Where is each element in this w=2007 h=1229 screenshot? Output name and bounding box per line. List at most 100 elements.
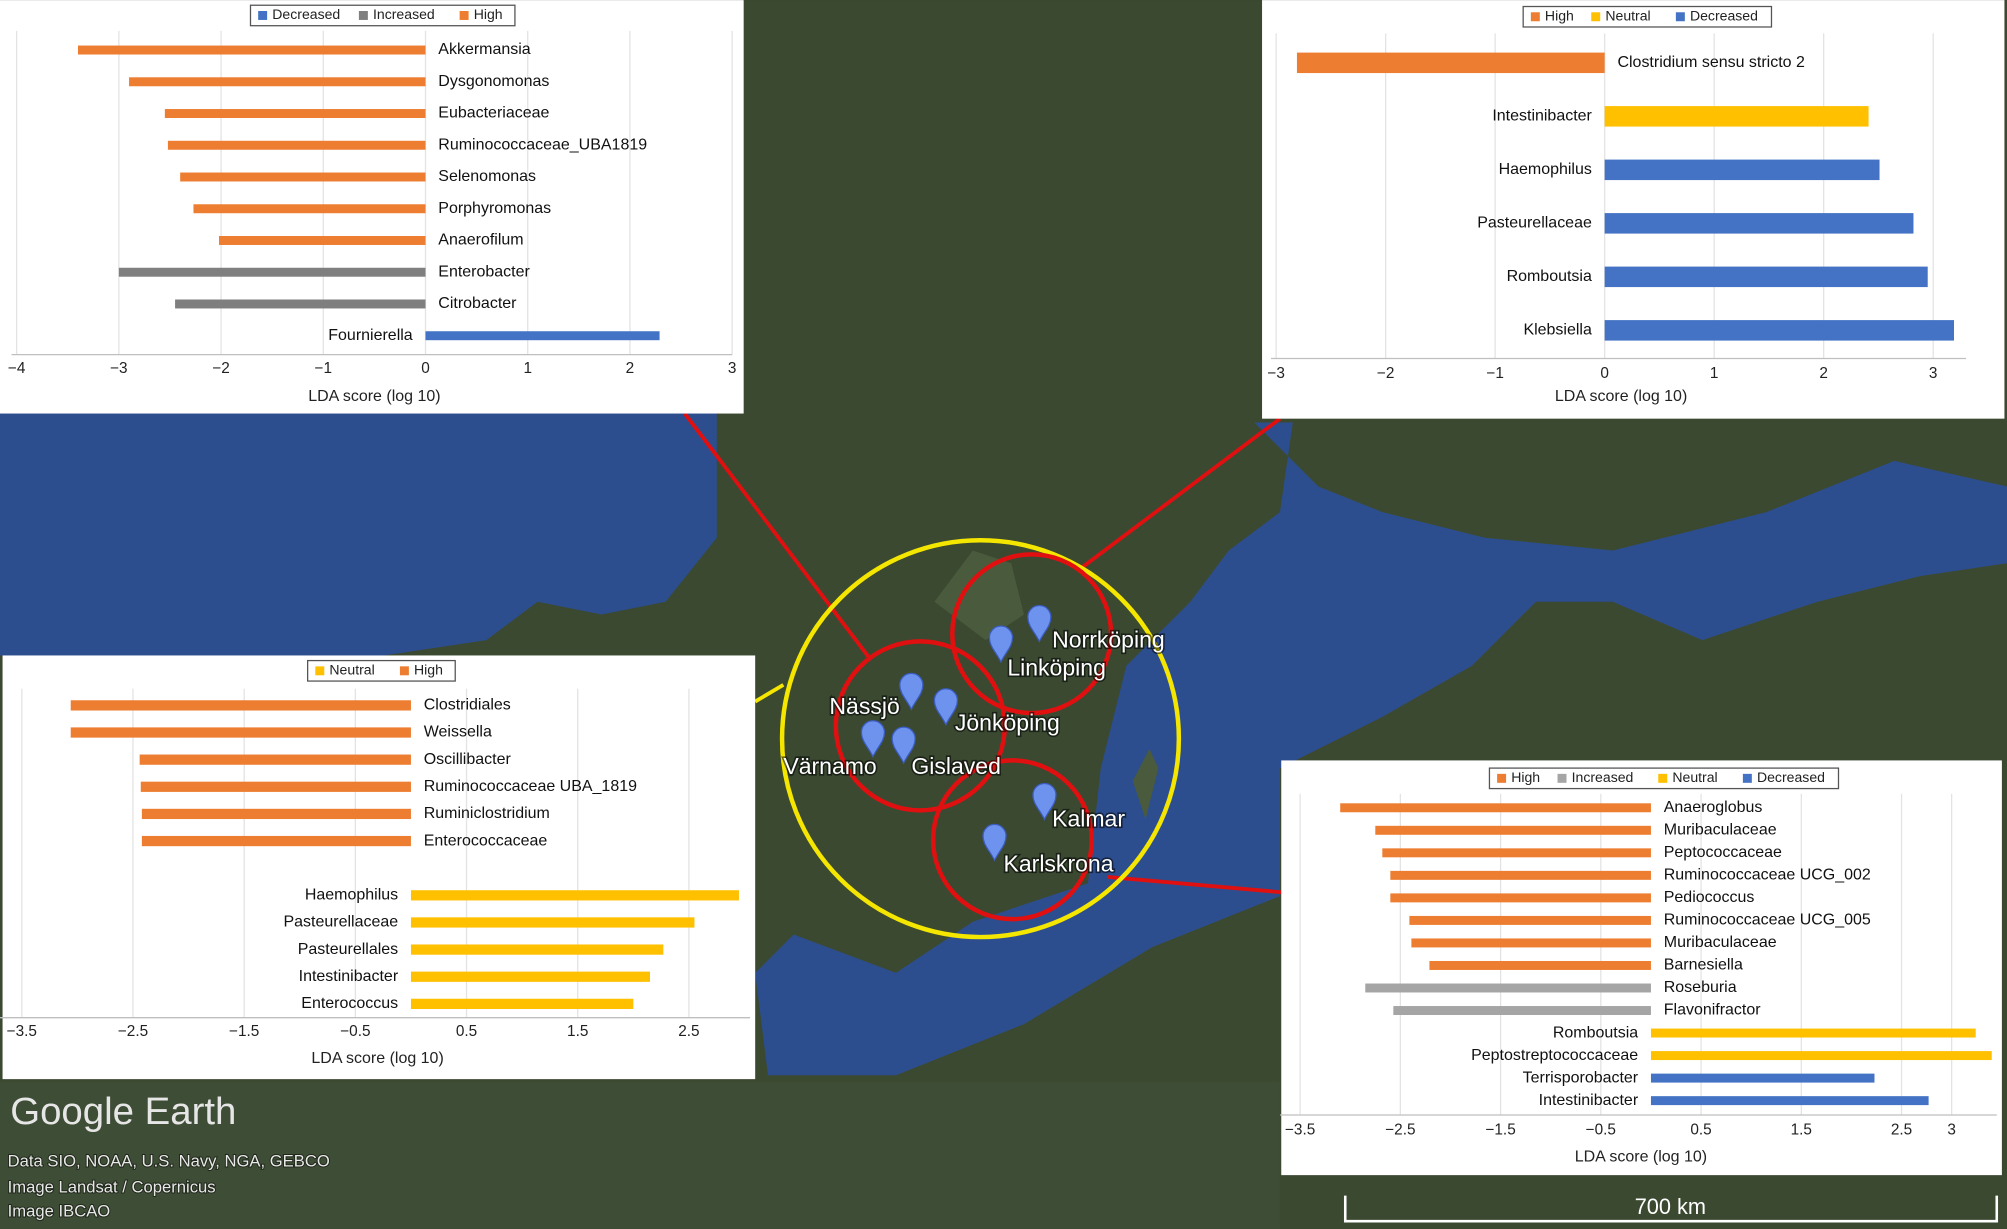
- legend-swatch: [399, 666, 409, 676]
- bar: [1604, 266, 1928, 288]
- city-label: Norrköping: [1052, 626, 1165, 652]
- legend-swatch: [1591, 12, 1601, 22]
- island: [1132, 748, 1159, 820]
- x-axis-title: LDA score (log 10): [1575, 1148, 1707, 1165]
- chart: −3 −2 −1 0 1 2 3 LDA score (log 10) Clostridium …: [1262, 0, 2005, 419]
- legend-label: High: [1511, 769, 1540, 785]
- legend-swatch: [1675, 12, 1685, 22]
- category-label: Enterococcaceae: [424, 832, 548, 849]
- x-tick-label: 2.5: [1891, 1121, 1912, 1138]
- legend-box: [249, 4, 516, 27]
- bar: [1604, 106, 1869, 127]
- legend-swatch: [258, 10, 268, 20]
- logo: Google Earth: [10, 1090, 236, 1133]
- bar: [118, 267, 426, 277]
- pin: [860, 720, 886, 759]
- category-label: Ruminococcaceae UBA_1819: [424, 778, 637, 795]
- category-label: Peptococcaceae: [1664, 844, 1782, 861]
- x-tick-label: −0.5: [340, 1023, 370, 1040]
- legend-label: High: [474, 6, 503, 22]
- x-tick-label: −2: [1377, 365, 1394, 382]
- connector: [1077, 417, 1282, 572]
- pin: [1032, 782, 1057, 821]
- bar: [164, 109, 426, 118]
- region-circle: [950, 552, 1114, 716]
- category-label: Clostridiales: [424, 697, 511, 714]
- bar: [141, 835, 411, 847]
- pin: [899, 672, 924, 711]
- bar: [139, 754, 411, 765]
- category-label: Anaeroglobus: [1664, 799, 1763, 816]
- connector: [1107, 874, 1282, 895]
- city-label: Kalmar: [1052, 806, 1125, 832]
- legend-label: Decreased: [1757, 769, 1825, 785]
- category-label: Roseburia: [1664, 979, 1737, 996]
- category-label: Enterobacter: [438, 263, 530, 280]
- credit: Data SIO, NOAA, U.S. Navy, NGA, GEBCO: [8, 1152, 330, 1171]
- chart: −4 −3 −2 −1 0 1 2 3 LDA score (log 10) Akkermansi…: [0, 0, 744, 414]
- x-tick-label: 0.5: [456, 1023, 477, 1040]
- scale-bar: [1343, 1195, 1999, 1223]
- legend-box: [1522, 5, 1773, 28]
- bar: [129, 77, 426, 87]
- bar: [1365, 983, 1651, 993]
- credit: Image IBCAO: [8, 1202, 111, 1221]
- category-label: Porphyromonas: [438, 200, 551, 217]
- bar: [1604, 159, 1880, 181]
- pin: [1027, 604, 1052, 643]
- legend-box: [307, 659, 456, 682]
- legend-label: Decreased: [272, 6, 340, 22]
- chart: −3.5 −2.5 −1.5 −0.5 0.5 1.5 2.5 3 LDA score (log…: [1279, 760, 2002, 1176]
- pins: [860, 604, 1057, 862]
- overlays: [683, 412, 1282, 940]
- legend-swatch: [459, 10, 469, 20]
- x-tick-label: −1.5: [229, 1023, 259, 1040]
- city-label: Karlskrona: [1004, 850, 1114, 876]
- bar: [167, 140, 426, 150]
- bar: [410, 944, 664, 955]
- category-label: Pasteurellaceae: [1477, 215, 1592, 232]
- x-tick-label: −3: [110, 360, 128, 377]
- category-label: Muribaculaceae: [1664, 934, 1777, 951]
- legend-label: Neutral: [329, 662, 374, 678]
- category-label: Oscillibacter: [424, 751, 512, 768]
- x-axis-title: LDA score (log 10): [1555, 388, 1687, 405]
- bar: [410, 971, 650, 982]
- x-tick-label: −1: [315, 360, 332, 377]
- region-circle: [779, 538, 1182, 940]
- bar: [1650, 1051, 1992, 1061]
- bar: [1650, 1073, 1875, 1083]
- legend-label: Increased: [1572, 769, 1634, 785]
- category-label: Selenomonas: [438, 168, 536, 185]
- pin: [982, 823, 1007, 862]
- bar: [410, 890, 739, 901]
- bar: [410, 998, 634, 1009]
- x-tick-label: 3: [1929, 365, 1938, 382]
- bar: [1650, 1028, 1976, 1038]
- category-label: Haemophilus: [1499, 161, 1592, 178]
- bar: [1390, 870, 1651, 880]
- category-label: Peptostreptococcaceae: [1471, 1047, 1638, 1064]
- category-label: Klebsiella: [1523, 322, 1592, 339]
- bar: [1382, 848, 1651, 858]
- bar: [219, 236, 426, 245]
- x-tick-label: 2: [626, 360, 635, 377]
- legend-label: Neutral: [1672, 769, 1717, 785]
- pin: [933, 688, 959, 727]
- bar: [77, 45, 426, 55]
- bar: [1393, 1006, 1651, 1016]
- legend-swatch: [1557, 773, 1567, 783]
- category-label: Pasteurellales: [298, 941, 398, 958]
- bar: [1429, 960, 1651, 970]
- baltic-sea: [755, 422, 2007, 1076]
- panel: [2, 655, 756, 1080]
- bar: [1409, 915, 1651, 925]
- north-sea: [0, 409, 717, 656]
- legend-label: High: [1545, 7, 1574, 23]
- category-label: Clostridium sensu stricto 2: [1617, 54, 1805, 71]
- legend-swatch: [358, 10, 368, 20]
- bar: [141, 808, 411, 820]
- x-tick-label: −4: [8, 360, 26, 377]
